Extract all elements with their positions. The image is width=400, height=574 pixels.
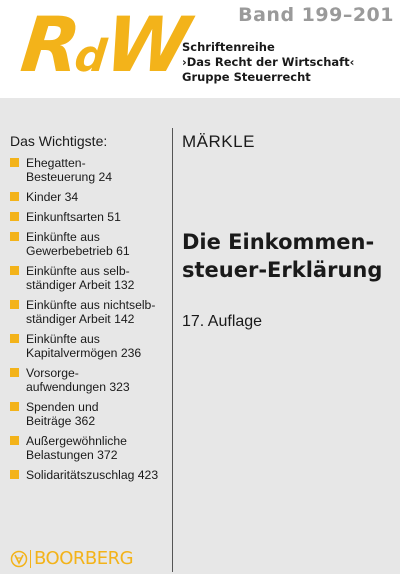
square-bullet-icon xyxy=(10,334,19,343)
square-bullet-icon xyxy=(10,300,19,309)
series-line-2: ›Das Recht der Wirtschaft‹ xyxy=(182,55,355,69)
book-title-line-1: Die Einkommen- xyxy=(182,230,375,254)
toc-item-label: Einkünfte aus Kapitalvermögen 236 xyxy=(26,332,142,360)
edition: 17. Auflage xyxy=(182,313,263,330)
toc-item: Ehegatten- Besteuerung 24 xyxy=(10,156,172,184)
square-bullet-icon xyxy=(10,212,19,221)
toc-item: Einkünfte aus selb- ständiger Arbeit 132 xyxy=(10,264,172,292)
toc-item-label: Spenden und Beiträge 362 xyxy=(26,400,99,428)
toc-item: Einkünfte aus Kapitalvermögen 236 xyxy=(10,332,172,360)
square-bullet-icon xyxy=(10,470,19,479)
publisher-name: BOORBERG xyxy=(30,550,134,568)
publisher-logo: BOORBERG xyxy=(10,549,134,569)
toc-title: Das Wichtigste: xyxy=(10,133,108,149)
rdw-logo: RdW xyxy=(8,0,190,89)
series-line-3: Gruppe Steuerrecht xyxy=(182,70,311,84)
toc-item: Spenden und Beiträge 362 xyxy=(10,400,172,428)
toc-list: Ehegatten- Besteuerung 24 Kinder 34 Einkun… xyxy=(10,156,172,488)
toc-item-label: Einkünfte aus Gewerbebetrieb 61 xyxy=(26,230,130,258)
toc-item: Vorsorge- aufwendungen 323 xyxy=(10,366,172,394)
toc-item-label: Ehegatten- Besteuerung 24 xyxy=(26,156,113,184)
square-bullet-icon xyxy=(10,158,19,167)
toc-item-label: Kinder 34 xyxy=(26,190,79,204)
toc-item-label: Einkünfte aus selb- ständiger Arbeit 132 xyxy=(26,264,135,292)
book-title: Die Einkommen- steuer-Erklärung xyxy=(182,228,396,284)
band-number: Band 199–201 xyxy=(238,4,394,26)
toc-item-label: Außergewöhnliche Belastungen 372 xyxy=(26,434,127,462)
series-info: Schriftenreihe ›Das Recht der Wirtschaft… xyxy=(182,40,396,85)
toc-item-label: Solidaritätszuschlag 423 xyxy=(26,468,159,482)
square-bullet-icon xyxy=(10,192,19,201)
book-title-line-2: steuer-Erklärung xyxy=(182,258,383,282)
toc-item-label: Einkünfte aus nichtselb- ständiger Arbei… xyxy=(26,298,156,326)
toc-item: Außergewöhnliche Belastungen 372 xyxy=(10,434,172,462)
toc-item: Einkunftsarten 51 xyxy=(10,210,172,224)
toc-item: Einkünfte aus nichtselb- ständiger Arbei… xyxy=(10,298,172,326)
author-name: MÄRKLE xyxy=(182,132,255,151)
square-bullet-icon xyxy=(10,402,19,411)
toc-item-label: Einkunftsarten 51 xyxy=(26,210,121,224)
rdw-logo-text: RdW xyxy=(16,0,191,89)
toc-item: Solidaritätszuschlag 423 xyxy=(10,468,172,482)
toc-item: Kinder 34 xyxy=(10,190,172,204)
square-bullet-icon xyxy=(10,436,19,445)
column-divider xyxy=(172,128,173,572)
square-bullet-icon xyxy=(10,266,19,275)
series-line-1: Schriftenreihe xyxy=(182,40,275,54)
toc-item-label: Vorsorge- aufwendungen 323 xyxy=(26,366,130,394)
square-bullet-icon xyxy=(10,368,19,377)
toc-item: Einkünfte aus Gewerbebetrieb 61 xyxy=(10,230,172,258)
cover-panel xyxy=(0,98,400,574)
boorberg-logo-icon xyxy=(10,550,28,568)
square-bullet-icon xyxy=(10,232,19,241)
